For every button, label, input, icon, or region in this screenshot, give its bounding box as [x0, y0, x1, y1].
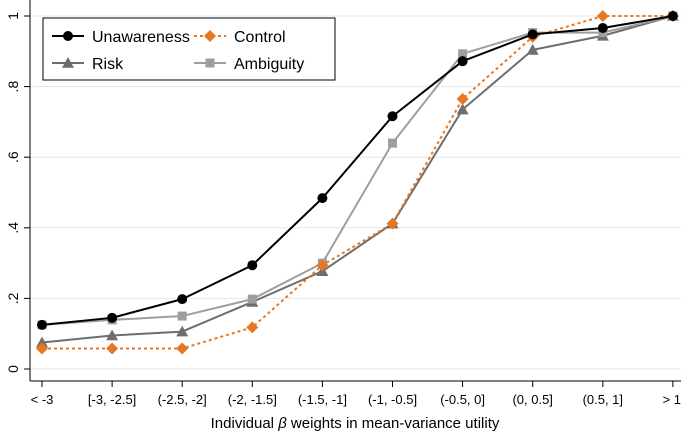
legend-item-risk: Risk: [52, 56, 124, 73]
data-point-control-8: [596, 10, 609, 22]
x-ticks: < -3 [-3, -2.5] (-2.5, -2] (-2, -1.5] (-1.5,…: [31, 381, 681, 407]
data-point-unawareness-7: [527, 29, 538, 40]
legend-item-control: Control: [194, 29, 286, 46]
data-point-risk-6: [456, 103, 469, 115]
legend-item-unawareness: Unawareness: [52, 29, 190, 46]
legend-box: [42, 17, 336, 81]
data-point-risk-7: [526, 43, 539, 55]
x-tick-label-5: (-1, -0.5]: [368, 392, 417, 407]
legend-marker-risk: [62, 57, 74, 68]
data-point-control-3: [246, 321, 259, 334]
x-tick-label-4: (-1.5, -1]: [298, 392, 347, 407]
legend-items: Unawareness Control Risk Ambiguity: [52, 29, 304, 73]
data-point-unawareness-6: [457, 56, 468, 67]
data-point-unawareness-8: [597, 23, 608, 34]
x-tick-label-1: [-3, -2.5]: [88, 392, 136, 407]
data-point-unawareness-3: [247, 260, 258, 271]
series-line-unawareness: [41, 15, 674, 326]
legend-label-risk: Risk: [92, 56, 124, 73]
series-line-ambiguity: [41, 15, 674, 326]
legend-label-control: Control: [234, 29, 286, 46]
legend-label-unawareness: Unawareness: [92, 29, 190, 46]
data-point-ambiguity-2: [177, 311, 187, 321]
x-tick-label-9: > 1: [663, 392, 681, 407]
data-point-unawareness-1: [107, 312, 118, 323]
data-point-ambiguity-6: [458, 49, 468, 59]
x-tick-label-3: (-2, -1.5]: [228, 392, 277, 407]
data-point-ambiguity-5: [388, 138, 397, 148]
legend-marker-ambiguity: [205, 58, 215, 68]
y-tick-label-2: .4: [5, 222, 21, 234]
data-point-unawareness-0: [37, 319, 47, 330]
series-line-control: [42, 15, 673, 350]
x-axis-title: Individual β weights in mean-variance ut…: [211, 415, 500, 432]
data-point-control-2: [176, 342, 189, 355]
data-point-control-6: [456, 92, 469, 105]
x-tick-label-2: (-2.5, -2]: [158, 392, 207, 407]
x-tick-label-6: (-0.5, 0]: [440, 392, 485, 407]
data-point-control-1: [106, 342, 119, 355]
x-axis-title-symbol: β: [277, 415, 287, 432]
x-axis-title-suffix: weights in mean-variance utility: [287, 415, 500, 432]
axes: [29, 0, 681, 382]
y-tick-label-4: .8: [5, 81, 21, 93]
x-tick-label-0: < -3: [31, 392, 54, 407]
data-point-ambiguity-3: [247, 294, 257, 304]
legend-item-ambiguity: Ambiguity: [194, 56, 304, 73]
x-axis-title-prefix: Individual: [211, 415, 279, 432]
y-tick-label-3: .6: [5, 151, 21, 163]
data-point-unawareness-5: [387, 111, 398, 122]
data-point-unawareness-9: [667, 11, 678, 21]
x-tick-label-7: (0, 0.5]: [512, 392, 552, 407]
series-line-risk: [41, 15, 674, 344]
data-point-unawareness-4: [317, 193, 328, 204]
legend-marker-unawareness: [63, 31, 73, 41]
data-point-risk-0: [36, 336, 48, 348]
x-tick-label-8: (0.5, 1]: [583, 392, 623, 407]
legend-label-ambiguity: Ambiguity: [234, 56, 304, 73]
data-point-risk-1: [106, 329, 119, 341]
y-tick-label-5: 1: [5, 12, 21, 20]
legend-marker-control: [204, 30, 216, 42]
grid-lines: [30, 15, 681, 370]
data-point-risk-2: [176, 325, 189, 337]
y-tick-label-0: 0: [5, 365, 21, 373]
data-point-control-0: [36, 342, 48, 355]
data-point-control-5: [386, 217, 399, 230]
data-point-unawareness-2: [177, 294, 188, 305]
legend: Unawareness Control Risk Ambiguity: [42, 17, 336, 81]
series-unawareness: [37, 11, 678, 330]
y-tick-label-1: .2: [5, 292, 21, 304]
series-group: [36, 10, 679, 355]
data-point-control-4: [316, 259, 329, 272]
y-ticks: 0 .2 .4 .6 .8 1: [5, 12, 30, 373]
